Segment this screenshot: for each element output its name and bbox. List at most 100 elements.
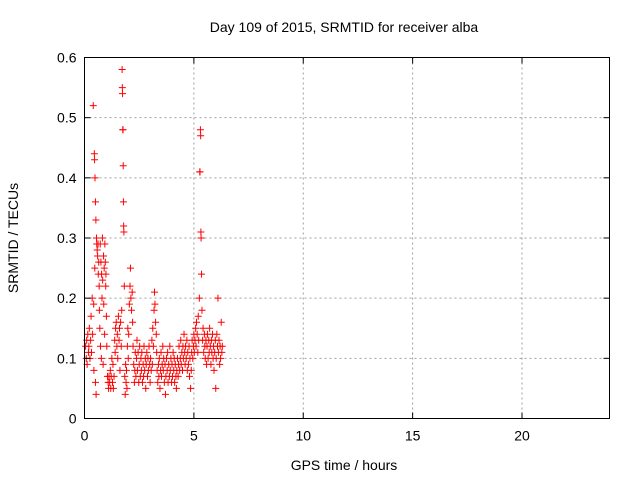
data-point (194, 348, 202, 356)
data-point (91, 198, 99, 206)
data-point (117, 342, 125, 350)
data-point (102, 282, 110, 290)
data-point (174, 372, 182, 380)
data-point (196, 126, 204, 134)
y-tick-label: 0.2 (57, 290, 77, 306)
y-tick-label: 0.6 (57, 50, 77, 66)
data-point (186, 372, 193, 380)
data-point (171, 378, 179, 386)
data-point (193, 318, 200, 326)
data-point (210, 366, 218, 374)
data-point (89, 330, 97, 338)
data-point (95, 306, 103, 314)
data-point (113, 330, 121, 338)
data-point (122, 360, 130, 368)
data-point (147, 354, 155, 362)
y-tick-label: 0.5 (57, 110, 77, 126)
data-point (198, 270, 206, 278)
data-point (94, 252, 102, 260)
data-point (124, 354, 132, 362)
data-point (216, 360, 224, 368)
x-tick-label: 15 (405, 428, 421, 444)
data-point (126, 282, 134, 290)
data-point (114, 312, 122, 320)
data-point (103, 342, 111, 350)
data-point (172, 384, 180, 392)
data-point (109, 378, 116, 386)
data-point (92, 390, 100, 398)
data-point (217, 354, 225, 362)
data-point (118, 84, 126, 92)
data-point (90, 300, 98, 308)
tick-labels: 0 0.1 0.2 0.3 0.4 0.5 0.6 0 5 10 15 20 (57, 50, 530, 444)
data-point (196, 168, 204, 176)
data-point (90, 150, 98, 158)
data-point (111, 348, 119, 356)
data-point (148, 336, 156, 344)
tick-layer (84, 57, 610, 419)
data-point (149, 324, 157, 332)
data-point (207, 360, 215, 368)
data-point (192, 342, 200, 350)
data-point (102, 312, 110, 320)
data-point (124, 324, 132, 332)
data-point (138, 378, 146, 386)
data-point (126, 264, 134, 272)
data-point (152, 330, 160, 338)
data-point (115, 336, 123, 344)
data-point (213, 330, 221, 338)
data-point (146, 378, 154, 386)
data-points (82, 66, 226, 398)
data-point (121, 372, 129, 380)
data-point (147, 366, 155, 374)
data-point (151, 288, 158, 296)
y-axis-title: SRMTID / TECUs (5, 183, 21, 293)
data-point (87, 312, 95, 320)
data-point (206, 324, 214, 332)
data-point (116, 324, 123, 332)
data-point (109, 360, 117, 368)
data-point (198, 306, 206, 314)
data-point (118, 66, 126, 74)
data-point (85, 324, 93, 332)
data-point (89, 102, 97, 110)
data-point (117, 318, 125, 326)
data-point (199, 324, 207, 332)
data-point (212, 384, 220, 392)
data-point (180, 330, 188, 338)
data-point (100, 300, 108, 308)
data-point (187, 384, 195, 392)
data-point (169, 348, 177, 356)
data-point (123, 366, 130, 374)
data-point (91, 156, 99, 164)
data-point (96, 342, 104, 350)
data-point (99, 360, 107, 368)
data-point (215, 336, 223, 344)
data-point (118, 306, 126, 314)
x-tick-label: 5 (190, 428, 198, 444)
data-point (101, 258, 109, 266)
data-point (92, 216, 100, 224)
x-axis-title: GPS time / hours (291, 457, 398, 473)
data-point (99, 276, 107, 284)
data-point (108, 354, 116, 362)
data-point (87, 336, 95, 344)
data-point (197, 132, 205, 140)
data-point (101, 330, 109, 338)
data-point (128, 288, 136, 296)
data-point (119, 126, 127, 134)
data-point (114, 354, 122, 362)
data-point (159, 342, 167, 350)
data-point (149, 342, 157, 350)
data-point (144, 372, 151, 380)
data-point (120, 228, 128, 236)
data-point (197, 228, 205, 236)
x-tick-label: 0 (81, 428, 89, 444)
data-point (143, 348, 151, 356)
data-point (127, 294, 135, 302)
data-point (214, 294, 222, 302)
data-point (91, 378, 99, 386)
data-point (96, 324, 104, 332)
data-point (122, 378, 130, 386)
x-tick-label: 10 (295, 428, 311, 444)
